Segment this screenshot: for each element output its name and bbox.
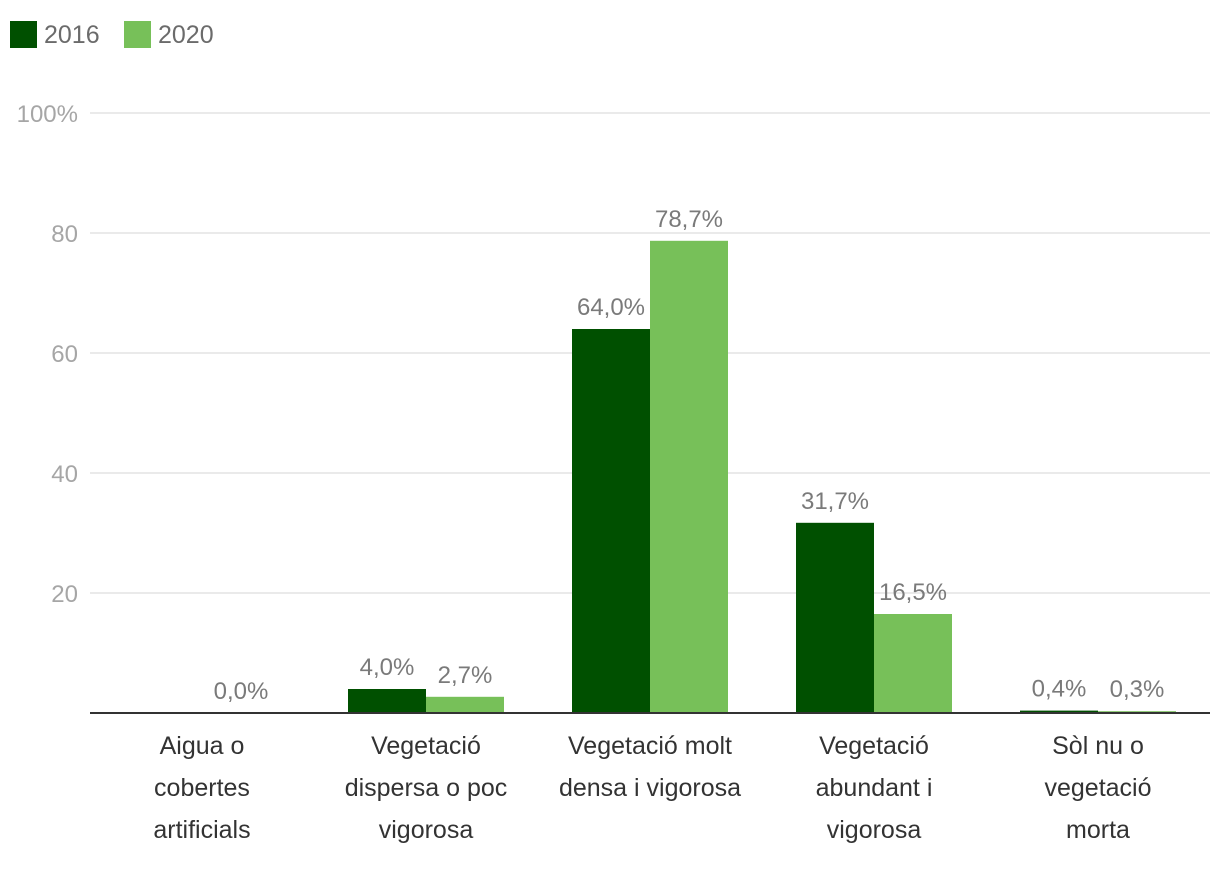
category-label-4-line-2: morta: [1066, 816, 1130, 844]
category-label-4: Sòl nu o vegetació morta: [1044, 732, 1151, 844]
category-label-2-line-1: densa i vigorosa: [559, 774, 741, 802]
category-label-3-line-0: Vegetació: [819, 732, 929, 760]
legend-label-2020: 2020: [158, 21, 214, 49]
category-label-0-line-2: artificials: [153, 816, 250, 844]
category-label-3-line-1: abundant i: [816, 774, 933, 802]
data-label-2020-cat-0: 0,0%: [214, 678, 269, 705]
data-label-2020-cat-2: 78,7%: [655, 206, 723, 233]
category-label-0-line-0: Aigua o: [160, 732, 245, 760]
bar-2016-cat-4: [1020, 710, 1098, 713]
y-tick-label-40: 40: [51, 461, 78, 488]
data-label-2020-cat-4: 0,3%: [1110, 676, 1165, 703]
data-label-2020-cat-1: 2,7%: [438, 662, 493, 689]
category-label-2-line-0: Vegetació molt: [568, 732, 732, 760]
data-label-2016-cat-4: 0,4%: [1032, 676, 1087, 703]
category-label-2: Vegetació molt densa i vigorosa: [559, 732, 741, 802]
category-label-4-line-0: Sòl nu o: [1052, 732, 1144, 760]
data-label-2016-cat-3: 31,7%: [801, 488, 869, 515]
legend-swatch-2020: [124, 21, 151, 48]
bar-2016-cat-3: [796, 522, 874, 713]
data-label-2016-cat-2: 64,0%: [577, 294, 645, 321]
category-label-1-line-1: dispersa o poc: [345, 774, 508, 802]
y-tick-label-100: 100%: [17, 101, 78, 128]
data-label-2020-cat-3: 16,5%: [879, 579, 947, 606]
category-label-4-line-1: vegetació: [1044, 774, 1151, 802]
x-axis-categories: Aigua o cobertes artificials Vegetació dispe…: [153, 732, 1151, 844]
y-tick-label-60: 60: [51, 341, 78, 368]
bar-2020-cat-1: [426, 696, 504, 713]
bar-2016-cat-1: [348, 689, 426, 713]
category-label-0-line-1: cobertes: [154, 774, 250, 802]
category-label-1: Vegetació dispersa o poc vigorosa: [345, 732, 508, 844]
bar-2020-cat-3: [874, 614, 952, 713]
data-label-2016-cat-1: 4,0%: [360, 654, 415, 681]
bar-2020-cat-2: [650, 240, 728, 714]
legend: 2016 2020: [10, 21, 214, 49]
category-label-3-line-2: vigorosa: [827, 816, 922, 844]
bars: [348, 240, 1176, 714]
legend-label-2016: 2016: [44, 21, 100, 49]
category-label-1-line-0: Vegetació: [371, 732, 481, 760]
y-tick-label-80: 80: [51, 221, 78, 248]
legend-swatch-2016: [10, 21, 37, 48]
category-label-1-line-2: vigorosa: [379, 816, 474, 844]
category-label-0: Aigua o cobertes artificials: [153, 732, 250, 844]
data-labels: 4,0% 64,0% 31,7% 0,4% 0,0% 2,7% 78,7% 16,5% 0,3%: [214, 206, 1165, 705]
category-label-3: Vegetació abundant i vigorosa: [816, 732, 933, 844]
y-axis-ticks: 20 40 60 80 100%: [17, 101, 78, 608]
bar-2016-cat-2: [572, 329, 650, 713]
y-tick-label-20: 20: [51, 581, 78, 608]
